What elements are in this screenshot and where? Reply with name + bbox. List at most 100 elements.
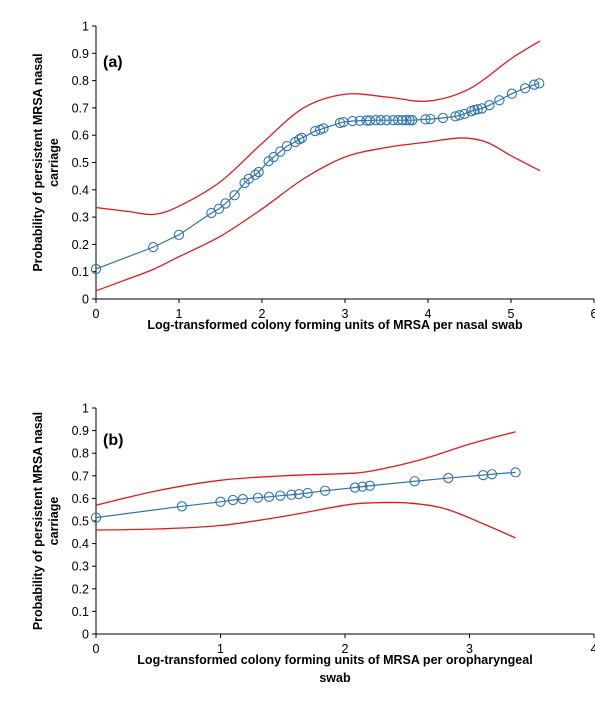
data-point-marker — [354, 115, 366, 126]
data-point-marker — [472, 104, 483, 115]
y-tick-label: 0.1 — [72, 605, 89, 619]
data-point-marker — [176, 501, 188, 512]
x-tick-label: 5 — [508, 307, 515, 321]
data-point-marker — [275, 146, 286, 157]
x-axis-title: Log-transformed colony forming units of … — [147, 318, 523, 332]
y-tick-label: 0.3 — [72, 560, 89, 574]
data-point-marker — [409, 476, 420, 487]
data-point-marker — [459, 108, 470, 120]
data-point-marker — [319, 485, 331, 496]
y-tick-label: 0.9 — [72, 424, 89, 438]
x-tick-label: 3 — [466, 642, 473, 656]
y-tick-label: 0.6 — [72, 492, 89, 506]
lower-confidence-line — [95, 137, 541, 292]
data-point-marker — [519, 83, 531, 94]
data-point-marker — [404, 115, 415, 126]
x-tick-label: 2 — [342, 642, 349, 656]
data-point-marker — [90, 512, 102, 523]
data-point-marker — [286, 489, 297, 500]
data-point-marker — [148, 241, 159, 253]
y-tick-label: 0 — [82, 628, 89, 642]
data-point-marker — [401, 115, 412, 126]
y-tick-label: 0.9 — [72, 47, 89, 61]
x-axis-title-line: swab — [319, 671, 351, 685]
data-point-marker — [296, 132, 307, 144]
data-point-marker — [220, 198, 231, 209]
upper-confidence-line — [95, 431, 516, 506]
panel-label: (a) — [103, 54, 123, 71]
data-point-marker — [229, 190, 240, 201]
data-point-marker — [349, 482, 361, 493]
y-tick-label: 0.1 — [72, 265, 89, 279]
lower-confidence-line — [95, 501, 516, 539]
data-point-marker — [213, 203, 224, 215]
data-point-marker — [425, 113, 436, 125]
data-point-marker — [302, 487, 313, 499]
y-tick-label: 0.5 — [72, 156, 89, 170]
data-point-marker — [450, 111, 461, 122]
x-axis-title-line: Log-transformed colony forming units of … — [137, 653, 532, 667]
data-point-marker — [529, 79, 540, 90]
data-point-marker — [420, 114, 431, 125]
x-tick-label: 1 — [217, 642, 224, 656]
data-point-marker — [364, 480, 376, 491]
x-tick-label: 0 — [93, 307, 100, 321]
panel-label: (b) — [103, 432, 123, 449]
data-point-marker — [494, 95, 505, 106]
y-tick-label: 0.6 — [72, 129, 89, 143]
y-tick-label: 0 — [82, 293, 89, 307]
data-point-marker — [90, 263, 102, 275]
data-point-marker — [347, 115, 358, 127]
y-tick-label: 0.3 — [72, 211, 89, 225]
y-tick-label: 0.7 — [72, 101, 89, 115]
data-point-marker — [253, 166, 264, 178]
y-tick-label: 0.2 — [72, 582, 89, 596]
data-point-marker — [397, 115, 408, 126]
data-point-marker — [437, 112, 449, 124]
data-point-marker — [381, 115, 392, 126]
y-tick-label: 0.4 — [72, 183, 89, 197]
fitted-probability-line — [95, 82, 540, 270]
chart-panel-a: 0 0.1 0.2 0.3 0.4 0.5 0.6 0.7 0.8 0.9 1 0 1 2 3 4 5 6 Log-… — [31, 20, 595, 333]
data-point-marker — [252, 492, 263, 503]
upper-confidence-line — [95, 40, 541, 216]
data-point-marker — [173, 229, 185, 240]
data-point-marker — [486, 469, 498, 480]
x-tick-label: 3 — [342, 307, 349, 321]
data-point-marker — [318, 123, 329, 134]
chart-panel-b: 0 0.1 0.2 0.3 0.4 0.5 0.6 0.7 0.8 0.9 1 0 1 2 3 4 Log-tr… — [31, 402, 595, 686]
y-tick-label: 0.8 — [72, 447, 89, 461]
data-point-marker — [227, 494, 239, 506]
data-point-marker — [407, 115, 418, 126]
data-point-marker — [392, 115, 404, 126]
x-tick-label: 1 — [176, 307, 183, 321]
x-tick-label: 0 — [93, 642, 100, 656]
x-tick-label: 6 — [591, 307, 595, 321]
data-point-marker — [263, 491, 275, 502]
y-tick-label: 0.2 — [72, 238, 89, 252]
data-point-marker — [534, 78, 545, 89]
data-point-marker — [281, 140, 293, 152]
data-point-marker — [275, 490, 286, 501]
data-point-marker — [364, 115, 376, 126]
data-point-marker — [484, 100, 495, 111]
x-tick-label: 4 — [591, 642, 595, 656]
y-axis-title-line: carriage — [47, 138, 61, 187]
data-point-marker — [506, 88, 517, 99]
data-point-marker — [237, 493, 249, 505]
x-tick-label: 2 — [259, 307, 266, 321]
x-tick-label: 4 — [425, 307, 432, 321]
y-tick-label: 1 — [82, 20, 89, 34]
y-tick-label: 1 — [82, 402, 89, 416]
data-point-marker — [370, 115, 381, 126]
y-axis-title-line: carriage — [47, 497, 61, 546]
data-point-marker — [443, 472, 454, 484]
y-tick-label: 0.7 — [72, 469, 89, 483]
y-axis-title-line: Probability of persistent MRSA nasal — [31, 412, 45, 630]
y-tick-label: 0.4 — [72, 537, 89, 551]
data-point-marker — [375, 115, 386, 126]
data-point-marker — [215, 496, 226, 507]
data-point-marker — [268, 151, 279, 163]
data-point-marker — [357, 481, 368, 492]
